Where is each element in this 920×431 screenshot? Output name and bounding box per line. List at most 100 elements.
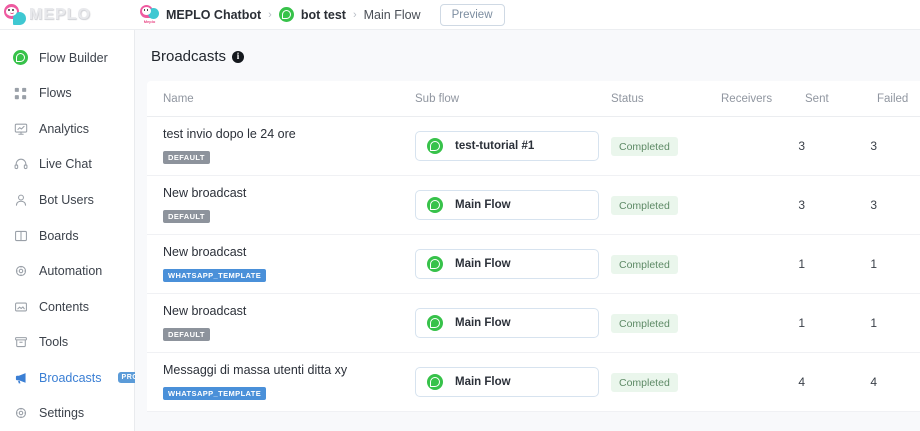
- sidebar-item-live-chat[interactable]: Live Chat: [0, 147, 134, 183]
- top-bar: MEPLO Meplo MEPLO Chatbot › bot test › M…: [0, 0, 920, 30]
- broadcasts-table: Name Sub flow Status Receivers Sent Fail…: [147, 81, 920, 412]
- toolbox-icon: [13, 335, 28, 350]
- table-header-row: Name Sub flow Status Receivers Sent Fail…: [147, 81, 920, 117]
- receivers-value: 1: [798, 316, 805, 330]
- cell-status: Completed: [611, 352, 721, 412]
- sub-flow-chip[interactable]: test-tutorial #1: [415, 131, 599, 161]
- sidebar-item-boards[interactable]: Boards: [0, 218, 134, 254]
- user-icon: [13, 192, 28, 207]
- sidebar-label: Flow Builder: [39, 50, 108, 65]
- broadcast-name: test invio dopo le 24 ore: [163, 127, 296, 141]
- table-head: Name Sub flow Status Receivers Sent Fail…: [147, 81, 920, 117]
- sidebar-item-bot-users[interactable]: Bot Users: [0, 182, 134, 218]
- whatsapp-icon: [427, 256, 443, 272]
- col-header-sent[interactable]: Sent: [805, 81, 877, 117]
- whatsapp-icon: [13, 50, 28, 66]
- sub-flow-label: Main Flow: [455, 199, 511, 211]
- cell-sub-flow: Main Flow: [415, 175, 611, 235]
- sidebar-item-analytics[interactable]: Analytics: [0, 111, 134, 147]
- cell-name: New broadcast WHATSAPP_TEMPLATE: [147, 234, 415, 294]
- breadcrumb-flow[interactable]: Main Flow: [363, 7, 421, 22]
- sidebar-item-contents[interactable]: Contents: [0, 289, 134, 325]
- page-title-text: Broadcasts: [151, 48, 227, 65]
- sub-flow-chip[interactable]: Main Flow: [415, 249, 599, 279]
- meplo-mascot-icon: [4, 3, 26, 26]
- sidebar-item-broadcasts[interactable]: Broadcasts PRO: [0, 360, 143, 396]
- broadcast-name: New broadcast: [163, 304, 247, 318]
- megaphone-icon: [13, 370, 28, 385]
- cell-sent: 1: [805, 234, 877, 294]
- cell-receivers: 1: [721, 293, 805, 353]
- breadcrumb: Meplo MEPLO Chatbot › bot test › Main Fl…: [135, 0, 505, 30]
- sidebar-label: Tools: [39, 335, 69, 350]
- receivers-value: 1: [798, 257, 805, 271]
- col-header-status[interactable]: Status: [611, 81, 721, 117]
- cell-name: test invio dopo le 24 ore DEFAULT: [147, 116, 415, 176]
- broadcast-name: New broadcast: [163, 245, 247, 259]
- info-icon[interactable]: i: [232, 50, 245, 63]
- sub-flow-chip[interactable]: Main Flow: [415, 367, 599, 397]
- sidebar-item-tools[interactable]: Tools: [0, 324, 134, 360]
- col-header-receivers[interactable]: Receivers: [721, 81, 805, 117]
- col-header-failed[interactable]: Failed: [877, 81, 920, 117]
- sent-value: 3: [870, 198, 877, 212]
- table-row[interactable]: New broadcast DEFAULT Main Flow Compl: [147, 175, 920, 235]
- whatsapp-icon: [278, 7, 294, 22]
- sent-value: 1: [870, 257, 877, 271]
- sidebar-label: Broadcasts: [39, 370, 102, 385]
- sidebar-label: Boards: [39, 228, 79, 243]
- pro-badge: PRO: [117, 372, 143, 383]
- sidebar-item-automation[interactable]: Automation: [0, 253, 134, 289]
- preview-button[interactable]: Preview: [439, 3, 505, 26]
- cell-sub-flow: Main Flow: [415, 234, 611, 294]
- cell-name: New broadcast DEFAULT: [147, 293, 415, 353]
- breadcrumb-workspace[interactable]: MEPLO Chatbot: [166, 7, 262, 22]
- gear-icon: [13, 264, 28, 279]
- breadcrumb-separator-icon-2: ›: [352, 8, 357, 21]
- sidebar-item-flow-builder[interactable]: Flow Builder: [0, 40, 134, 76]
- status-badge: Completed: [611, 254, 678, 274]
- breadcrumb-channel[interactable]: bot test: [300, 7, 346, 22]
- sub-flow-label: Main Flow: [455, 376, 511, 388]
- cell-receivers: 3: [721, 175, 805, 235]
- cell-name: Messaggi di massa utenti ditta xy WHATSA…: [147, 352, 415, 412]
- status-badge: Completed: [611, 195, 678, 215]
- settings-icon: [13, 406, 28, 421]
- sidebar-label: Settings: [39, 406, 85, 421]
- table-row[interactable]: test invio dopo le 24 ore DEFAULT test-t…: [147, 116, 920, 176]
- broadcast-type-tag: DEFAULT: [163, 150, 210, 164]
- sidebar-label: Flows: [39, 86, 72, 101]
- table-row[interactable]: New broadcast DEFAULT Main Flow Compl: [147, 293, 920, 353]
- whatsapp-icon: [427, 138, 443, 154]
- col-header-sub-flow[interactable]: Sub flow: [415, 81, 611, 117]
- whatsapp-icon: [427, 315, 443, 331]
- cell-sub-flow: test-tutorial #1: [415, 116, 611, 176]
- sidebar-item-flows[interactable]: Flows: [0, 76, 134, 112]
- cell-failed: 0: [877, 175, 920, 235]
- table-body: test invio dopo le 24 ore DEFAULT test-t…: [147, 116, 920, 412]
- whatsapp-icon: [427, 197, 443, 213]
- headset-icon: [13, 157, 28, 172]
- cell-receivers: 4: [721, 352, 805, 412]
- main-content: Broadcasts i Name Sub flow Status Receiv…: [135, 30, 920, 431]
- receivers-value: 3: [798, 139, 805, 153]
- sub-flow-chip[interactable]: Main Flow: [415, 190, 599, 220]
- table-row[interactable]: New broadcast WHATSAPP_TEMPLATE Main Flo…: [147, 234, 920, 294]
- sent-value: 3: [870, 139, 877, 153]
- cell-failed: 0: [877, 293, 920, 353]
- status-badge: Completed: [611, 372, 678, 392]
- cell-sent: 4: [805, 352, 877, 412]
- sidebar-item-settings[interactable]: Settings: [0, 395, 134, 431]
- breadcrumb-separator-icon: ›: [268, 8, 272, 21]
- sub-flow-chip[interactable]: Main Flow: [415, 308, 599, 338]
- cell-failed: 0: [877, 352, 920, 412]
- table-row[interactable]: Messaggi di massa utenti ditta xy WHATSA…: [147, 352, 920, 412]
- sent-value: 1: [870, 316, 877, 330]
- broadcast-type-tag: DEFAULT: [163, 209, 210, 223]
- cell-sub-flow: Main Flow: [415, 352, 611, 412]
- brand-logo[interactable]: MEPLO: [0, 0, 135, 30]
- col-header-name[interactable]: Name: [147, 81, 415, 117]
- sent-value: 4: [870, 375, 877, 389]
- sidebar-label: Analytics: [39, 121, 90, 136]
